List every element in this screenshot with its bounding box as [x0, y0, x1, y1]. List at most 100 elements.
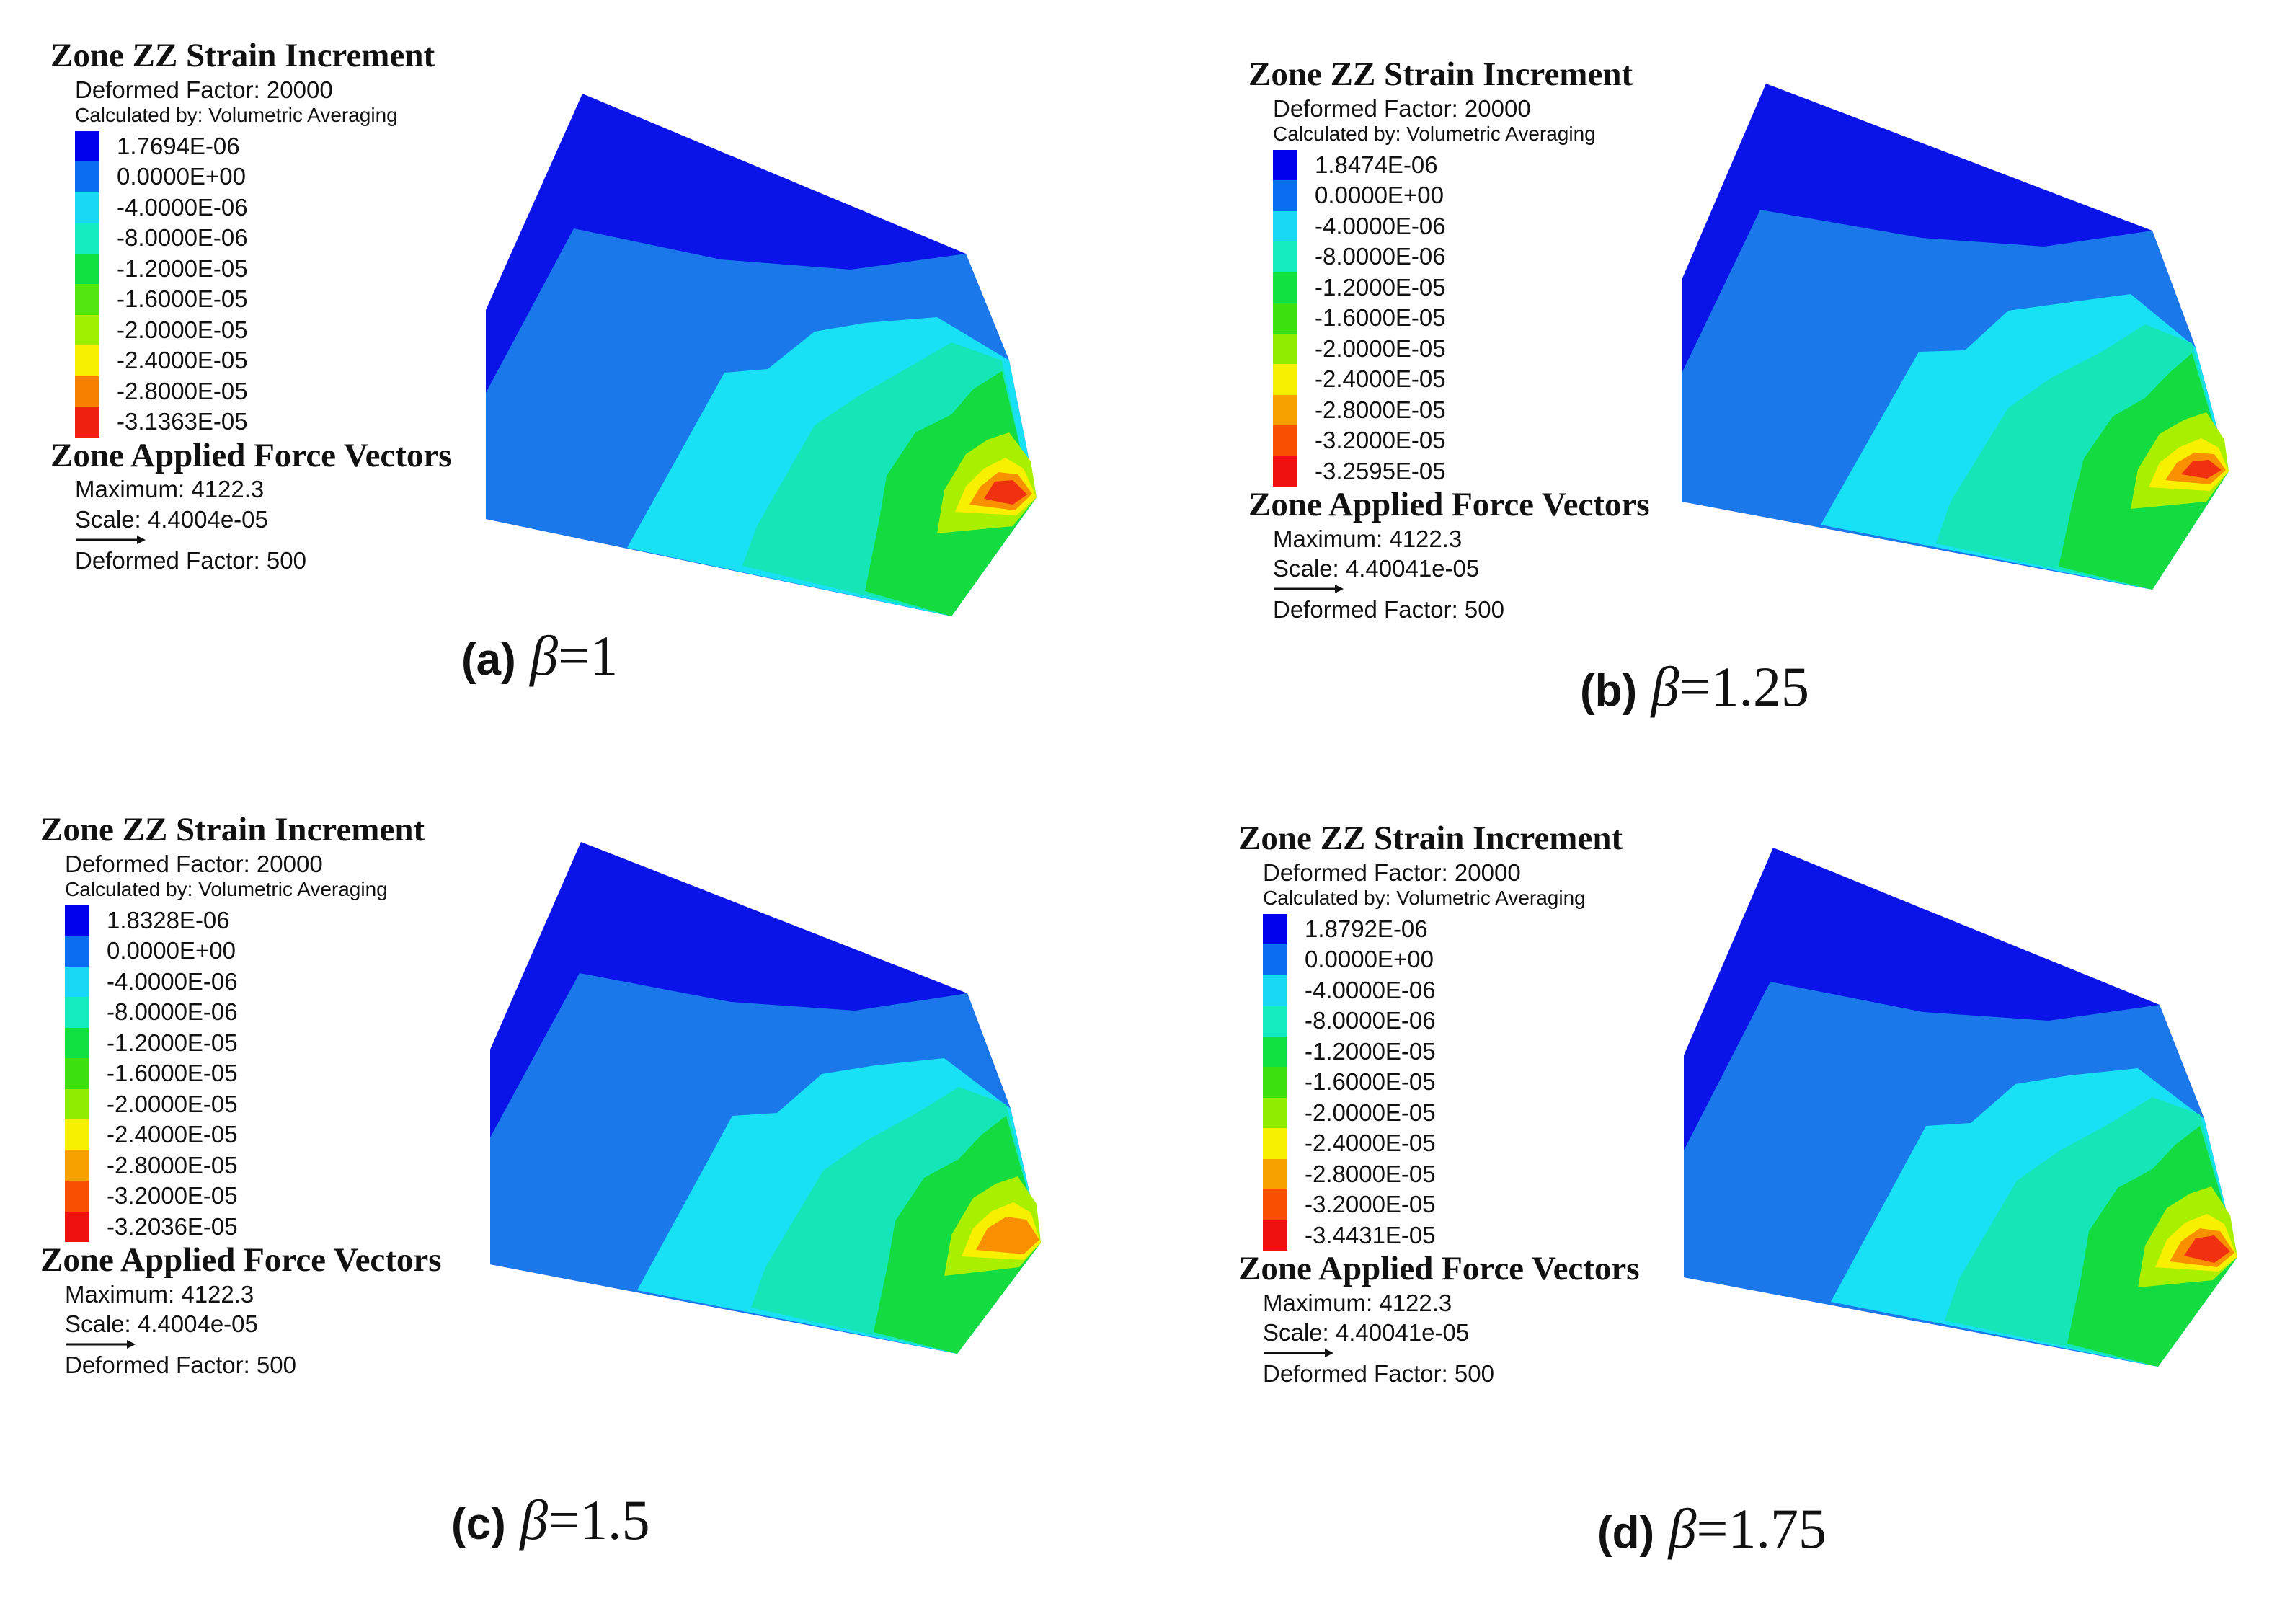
color-scale-row: -1.6000E-05 [1263, 1067, 1640, 1098]
color-scale-row: 1.8792E-06 [1263, 913, 1640, 945]
color-scale-value: 1.7694E-06 [117, 132, 240, 159]
color-scale-value: -2.0000E-05 [1315, 334, 1446, 362]
color-swatch [65, 997, 89, 1028]
color-scale-value: -8.0000E-06 [107, 998, 238, 1026]
color-scale-value: -1.2000E-05 [107, 1029, 238, 1056]
color-scale-value: -4.0000E-06 [117, 193, 248, 221]
color-swatch [1273, 364, 1297, 395]
color-scale-value: -2.0000E-05 [107, 1090, 238, 1117]
maximum-label: Maximum: 4122.3 [75, 476, 265, 503]
color-swatch [1263, 1097, 1287, 1129]
color-scale-value: 0.0000E+00 [107, 937, 236, 964]
deformed-factor-label: Deformed Factor: 20000 [1263, 858, 1521, 886]
color-swatch [65, 1211, 89, 1243]
color-swatch [75, 253, 99, 285]
color-scale-row: -1.6000E-05 [65, 1058, 442, 1089]
color-scale-row: -3.2000E-05 [65, 1181, 442, 1212]
color-scale-value: -2.4000E-05 [107, 1121, 238, 1148]
color-swatch [1273, 394, 1297, 426]
caption-value: =1 [558, 624, 618, 687]
color-swatch [1273, 303, 1297, 334]
color-scale-value: -1.2000E-05 [1305, 1037, 1436, 1065]
color-swatch [1273, 333, 1297, 365]
color-scale-value: -1.6000E-05 [1315, 304, 1446, 332]
color-swatch [75, 130, 99, 162]
strain-contour-plot [1684, 848, 2237, 1367]
color-scale-row: -4.0000E-06 [1263, 975, 1640, 1006]
color-swatch [1263, 1006, 1287, 1037]
caption-c: (c) β=1.5 [451, 1488, 650, 1553]
color-swatch [1273, 241, 1297, 272]
color-scale-value: 0.0000E+00 [117, 163, 246, 190]
legend: Zone ZZ Strain Increment Deformed Factor… [1248, 56, 1650, 625]
color-scale-value: -4.0000E-06 [1315, 212, 1446, 239]
force-deformed-factor-label: Deformed Factor: 500 [1273, 596, 1504, 624]
color-swatch [1263, 913, 1287, 945]
color-scale-row: -2.0000E-05 [1263, 1097, 1640, 1129]
maximum-label: Maximum: 4122.3 [1273, 525, 1463, 552]
legend-title: Zone ZZ Strain Increment [40, 811, 425, 848]
strain-contour-plot [486, 94, 1037, 616]
color-scale-value: -1.2000E-05 [1315, 273, 1446, 301]
color-scale-row: -2.0000E-05 [65, 1088, 442, 1120]
calculation-method-label: Calculated by: Volumetric Averaging [1263, 886, 1586, 909]
caption-beta: β [1651, 655, 1679, 718]
color-swatch [1273, 456, 1297, 487]
color-swatch [1263, 1067, 1287, 1098]
color-scale-value: -2.4000E-05 [1305, 1130, 1436, 1157]
caption-label: (d) [1597, 1508, 1655, 1558]
color-scale-row: -2.8000E-05 [75, 376, 452, 407]
caption-label: (b) [1580, 666, 1638, 716]
color-scale-value: 0.0000E+00 [1305, 946, 1434, 973]
color-scale-value: -3.2000E-05 [1305, 1191, 1436, 1218]
color-scale-value: -2.4000E-05 [117, 347, 248, 374]
color-scale-row: -8.0000E-06 [1273, 241, 1650, 272]
color-scale-value: -2.0000E-05 [1305, 1099, 1436, 1126]
force-vectors-title: Zone Applied Force Vectors [40, 1241, 442, 1279]
color-swatch [1263, 1220, 1287, 1251]
color-scale-value: -2.8000E-05 [107, 1151, 238, 1179]
force-arrow-icon [1264, 1349, 1333, 1358]
color-scale-row: -3.2000E-05 [1273, 425, 1650, 456]
color-scale-row: -2.8000E-05 [1263, 1158, 1640, 1190]
color-swatch [1273, 210, 1297, 242]
color-scale-row: -2.4000E-05 [75, 345, 452, 376]
color-scale-row: -1.2000E-05 [65, 1027, 442, 1059]
deformed-factor-label: Deformed Factor: 20000 [75, 76, 333, 103]
color-scale-value: -8.0000E-06 [1315, 243, 1446, 270]
caption-beta: β [520, 1488, 549, 1551]
scale-label: Scale: 4.40041e-05 [1273, 555, 1480, 582]
color-scale-value: -1.2000E-05 [117, 254, 248, 282]
caption-label: (c) [451, 1499, 506, 1549]
caption-beta: β [530, 624, 559, 687]
color-scale-row: 1.8328E-06 [65, 905, 442, 936]
color-scale-value: -3.4431E-05 [1305, 1221, 1436, 1248]
contour-band-8 [2181, 460, 2222, 479]
color-swatch [1263, 1128, 1287, 1159]
color-scale-value: -2.8000E-05 [117, 377, 248, 404]
color-swatch [1263, 975, 1287, 1006]
color-swatch [1263, 944, 1287, 975]
color-scale-row: -2.4000E-05 [65, 1119, 442, 1150]
force-vectors-title: Zone Applied Force Vectors [1248, 486, 1650, 524]
legend: Zone ZZ Strain Increment Deformed Factor… [50, 37, 452, 575]
scale-label: Scale: 4.4004e-05 [75, 505, 268, 533]
force-deformed-factor-label: Deformed Factor: 500 [1263, 1360, 1494, 1388]
contour-band-8 [984, 480, 1027, 505]
color-swatch [75, 161, 99, 192]
color-scale-value: -4.0000E-06 [1305, 976, 1436, 1003]
color-scale-row: 0.0000E+00 [1263, 944, 1640, 975]
color-swatch [1263, 1158, 1287, 1190]
deformed-factor-label: Deformed Factor: 20000 [65, 850, 323, 877]
color-swatch [65, 1119, 89, 1150]
force-arrow-icon [76, 535, 146, 544]
contour-band-8 [2184, 1235, 2230, 1263]
calculation-method-label: Calculated by: Volumetric Averaging [75, 103, 398, 126]
color-scale-row: -1.2000E-05 [1273, 272, 1650, 303]
color-scale-row: -1.6000E-05 [1273, 303, 1650, 334]
caption-value: =1.75 [1696, 1497, 1827, 1560]
force-deformed-factor-label: Deformed Factor: 500 [65, 1352, 296, 1379]
color-scale-value: -2.8000E-05 [1315, 396, 1446, 423]
color-scale-value: 0.0000E+00 [1315, 182, 1444, 209]
color-scale-row: -8.0000E-06 [75, 223, 452, 254]
